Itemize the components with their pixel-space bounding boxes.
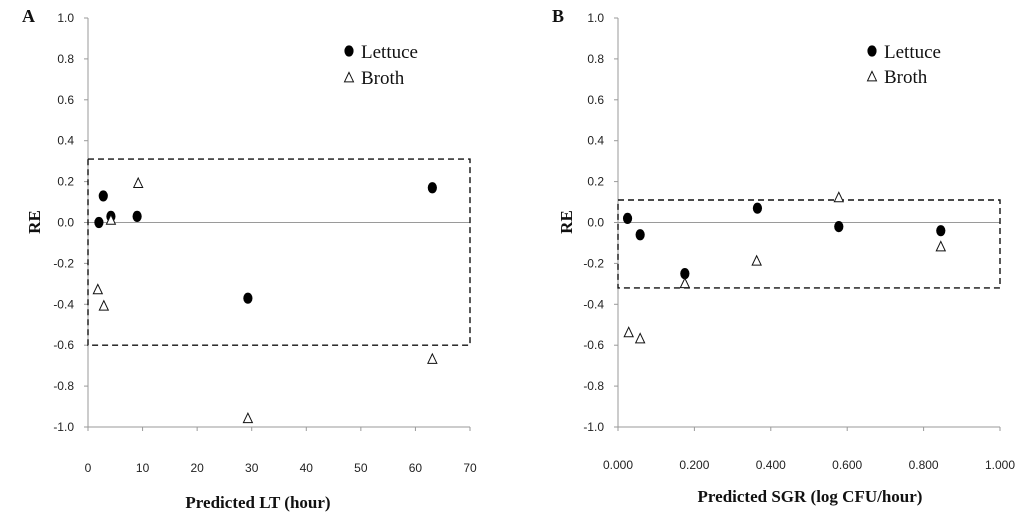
chart-b: 1.0 0.8 0.6 0.4 0.2 0.0 -0.2 -0.4 -0.6 -0.8 -1.0 0.…	[552, 6, 1015, 506]
y-tick-label: -1.0	[53, 420, 74, 434]
broth-point	[105, 213, 117, 225]
x-tick-label: 50	[354, 461, 368, 475]
broth-point	[427, 352, 438, 364]
lettuce-point	[680, 268, 690, 280]
x-axis-title: Predicted SGR (log CFU/hour)	[698, 487, 923, 506]
y-tick-label: 0.2	[57, 175, 74, 189]
lettuce-point	[622, 212, 633, 225]
legend-lettuce-marker	[867, 45, 877, 57]
broth-point	[623, 326, 634, 338]
y-tick-label: -0.2	[583, 256, 604, 270]
y-tick-label: 0.8	[587, 52, 604, 66]
bounds-box	[87, 158, 471, 346]
lettuce-point	[752, 202, 763, 214]
y-tick-label: 1.0	[57, 11, 74, 25]
lettuce-point	[243, 292, 253, 304]
legend-broth-marker	[343, 71, 355, 83]
x-tick-label: 60	[409, 461, 423, 475]
x-tick-label: 0.200	[679, 458, 709, 472]
lettuce-point	[834, 220, 844, 233]
panel-label-a: A	[22, 6, 35, 26]
broth-point	[751, 254, 762, 266]
y-tick-label: 0.2	[587, 175, 604, 189]
y-tick-label: 0.0	[57, 216, 74, 230]
broth-point	[634, 332, 646, 344]
x-tick-label: 30	[245, 461, 259, 475]
y-tick-label: -0.8	[53, 379, 74, 393]
legend-lettuce-label: Lettuce	[884, 42, 941, 63]
y-tick-label: -0.6	[583, 338, 604, 352]
y-tick-label: 1.0	[587, 11, 604, 25]
lettuce-point	[132, 210, 142, 222]
legend-broth-label: Broth	[361, 68, 405, 89]
x-tick-label: 0.400	[756, 458, 786, 472]
broth-point	[98, 299, 110, 311]
x-tick-label: 0.800	[909, 458, 939, 472]
y-tick-label: -0.2	[53, 256, 74, 270]
chart-a: 1.0 0.8 0.6 0.4 0.2 0.0 -0.2 -0.4 -0.6 -0.8 -1.0 0 1…	[22, 6, 477, 512]
y-tick-label: 0.0	[587, 216, 604, 230]
y-tick-label: 0.4	[57, 134, 74, 148]
x-tick-label: 0	[85, 461, 92, 475]
y-tick-label: 0.8	[57, 52, 74, 66]
x-tick-label: 1.000	[985, 458, 1015, 472]
x-tick-label: 70	[463, 461, 477, 475]
lettuce-point	[94, 216, 104, 229]
y-tick-label: -0.6	[53, 338, 74, 352]
x-axis-title: Predicted LT (hour)	[185, 493, 330, 512]
y-tick-label: -0.4	[53, 297, 74, 311]
bounds-box	[617, 199, 1001, 289]
lettuce-point	[635, 229, 645, 241]
panel-label-b: B	[552, 6, 564, 26]
y-tick-label: 0.6	[587, 93, 604, 107]
y-axis-title: RE	[25, 210, 44, 234]
lettuce-point	[98, 190, 108, 202]
y-tick-label: -1.0	[583, 420, 604, 434]
legend-lettuce-marker	[344, 45, 354, 57]
y-tick-label: -0.8	[583, 379, 604, 393]
x-tick-label: 40	[300, 461, 314, 475]
lettuce-point	[427, 182, 437, 194]
x-tick-label: 20	[190, 461, 204, 475]
legend-broth-marker	[866, 70, 878, 82]
broth-point	[935, 240, 947, 252]
x-tick-label: 0.600	[832, 458, 862, 472]
broth-point	[833, 191, 845, 203]
broth-point	[242, 412, 254, 424]
broth-point	[132, 176, 144, 188]
legend: Lettuce Broth	[866, 42, 941, 88]
x-tick-label: 10	[136, 461, 150, 475]
y-tick-label: 0.4	[587, 134, 604, 148]
x-tick-label: 0.000	[603, 458, 633, 472]
broth-point	[679, 277, 691, 289]
legend-broth-label: Broth	[884, 67, 928, 88]
y-axis-title: RE	[557, 210, 576, 234]
lettuce-point	[936, 225, 946, 237]
y-tick-label: 0.6	[57, 93, 74, 107]
y-tick-label: -0.4	[583, 297, 604, 311]
legend: Lettuce Broth	[343, 42, 418, 89]
legend-lettuce-label: Lettuce	[361, 42, 418, 63]
broth-point	[92, 283, 104, 295]
